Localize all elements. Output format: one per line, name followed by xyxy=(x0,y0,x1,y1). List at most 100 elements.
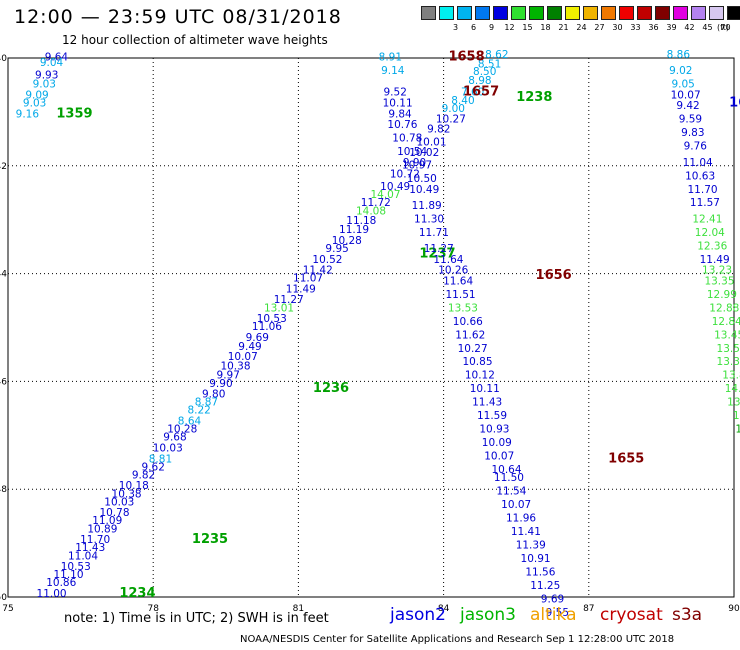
wave-height-label: 11.50 xyxy=(494,472,524,484)
map-title: 12:00 — 23:59 UTC 08/31/2018 xyxy=(14,6,342,28)
wave-height-label: 11.72 xyxy=(361,197,391,209)
legend-label: 70 xyxy=(720,23,731,32)
wave-height-label: 11.56 xyxy=(525,566,555,578)
wave-height-label: 9.83 xyxy=(681,127,704,139)
wave-height-label: 11.00 xyxy=(37,588,67,600)
wave-height-label: 11.51 xyxy=(446,289,476,301)
wave-height-label: 10.86 xyxy=(46,577,76,589)
lon-tick-label: 90 xyxy=(728,604,740,614)
wave-height-label: 9.14 xyxy=(381,65,405,77)
legend-label: 42 xyxy=(684,23,695,32)
legend-label: 9 xyxy=(488,23,495,32)
wave-height-label: 10.28 xyxy=(167,424,197,436)
wave-height-label: 12.36 xyxy=(697,240,727,252)
lon-tick-label: 78 xyxy=(147,604,159,614)
legend-label: 45 xyxy=(702,23,713,32)
lon-tick-label: 87 xyxy=(583,604,594,614)
wave-height-label: 10.64 xyxy=(491,464,521,476)
wave-height-label: 9.00 xyxy=(442,103,465,115)
wave-height-label: 8.64 xyxy=(178,416,202,428)
wave-height-label: 9.93 xyxy=(35,69,58,81)
wave-height-label: 11.04 xyxy=(683,157,713,169)
wave-height-label: 10.27 xyxy=(458,343,488,355)
wave-height-label: 14.5 xyxy=(725,383,740,395)
legend-swatch xyxy=(475,6,490,20)
wave-height-label: 11.43 xyxy=(472,397,502,409)
wave-height-label: 9.03 xyxy=(23,98,46,110)
wave-height-label: 7.60 xyxy=(461,87,484,99)
wave-height-label: 9.62 xyxy=(142,461,165,473)
wave-height-label: 10.38 xyxy=(220,361,250,373)
wave-height-label: 13.8 xyxy=(722,370,740,382)
wave-height-label: 12.88 xyxy=(709,302,739,314)
wave-height-label: 11.09 xyxy=(92,515,122,527)
wave-height-label: 11.64 xyxy=(443,275,473,287)
wave-height-label: 10.11 xyxy=(470,383,500,395)
wave-height-label: 10.97 xyxy=(402,159,432,171)
wave-height-label: 11.27 xyxy=(274,294,304,306)
wave-height-label: 13.45 xyxy=(714,329,740,341)
wave-height-label: 13.23 xyxy=(702,265,732,277)
pass-time-label: 1234 xyxy=(119,586,155,601)
wave-height-label: 11.30 xyxy=(414,213,444,225)
footer-note: note: 1) Time is in UTC; 2) SWH is in fe… xyxy=(64,611,329,626)
wave-height-label: 12.84 xyxy=(712,316,740,328)
legend-swatch xyxy=(709,6,724,20)
wave-height-label: 11.57 xyxy=(690,197,720,209)
wave-height-label: 10.54 xyxy=(397,146,427,158)
lat-tick-label: -42 xyxy=(0,162,7,172)
wave-height-label: 10.38 xyxy=(112,488,142,500)
wave-height-label: 10.49 xyxy=(380,181,410,193)
legend-label: 12 xyxy=(504,23,515,32)
wave-height-label: 11.06 xyxy=(252,321,282,333)
wave-height-label: 10.01 xyxy=(416,136,446,148)
satellite-name-jason2: jason2 xyxy=(390,605,446,625)
wave-height-label: 11.71 xyxy=(419,227,449,239)
wave-height-label: 9.64 xyxy=(45,52,69,64)
legend-label: 36 xyxy=(648,23,659,32)
wave-height-label: 14.08 xyxy=(356,205,386,217)
legend-swatch xyxy=(511,6,526,20)
wave-height-label: 10.07 xyxy=(228,351,258,363)
lon-tick-label: 81 xyxy=(293,604,304,614)
legend-label: 27 xyxy=(594,23,605,32)
pass-time-label: 1657 xyxy=(463,85,499,100)
legend-swatch xyxy=(655,6,670,20)
wave-height-label: 10.02 xyxy=(409,147,439,159)
wave-height-label: 11.43 xyxy=(75,542,105,554)
wave-height-label: 8.51 xyxy=(478,59,501,71)
satellite-name-s3a: s3a xyxy=(672,605,703,625)
wave-height-label: 11.54 xyxy=(496,486,526,498)
pass-time-label: 1655 xyxy=(608,451,644,466)
wave-height-label: 11.70 xyxy=(688,184,718,196)
wave-height-label: 11.25 xyxy=(530,580,560,592)
wave-height-label: 14. xyxy=(733,410,740,422)
wave-height-label: 10.93 xyxy=(479,424,509,436)
legend-swatch xyxy=(601,6,616,20)
wave-height-label: 9.09 xyxy=(25,89,48,101)
legend-label: 21 xyxy=(558,23,569,32)
wave-height-label: 10.85 xyxy=(462,356,492,368)
wave-height-label: 10.11 xyxy=(383,98,413,110)
wave-height-label: 9.42 xyxy=(676,100,699,112)
wave-height-label: 11.04 xyxy=(68,550,98,562)
pass-time-label: 1235 xyxy=(192,532,228,547)
wave-height-label: 15. xyxy=(735,424,740,436)
wave-height-label: 9.05 xyxy=(671,79,694,91)
pass-time-label: 1238 xyxy=(516,90,552,105)
legend-label: 30 xyxy=(612,23,623,32)
pass-time-label: 1359 xyxy=(56,106,92,121)
wave-height-label: 9.02 xyxy=(669,65,692,77)
satellite-name-altika: altika xyxy=(530,605,577,625)
wave-height-label: 10.49 xyxy=(409,184,439,196)
legend-label: 3 xyxy=(452,23,459,32)
pass-time-label: 1656 xyxy=(536,268,572,283)
wave-height-label: 11.19 xyxy=(339,224,369,236)
wave-height-label: 11.18 xyxy=(346,215,376,227)
legend-label: 39 xyxy=(666,23,677,32)
wave-height-label: 10.28 xyxy=(332,235,362,247)
wave-height-label: 11.96 xyxy=(506,513,536,525)
wave-height-label: 11.70 xyxy=(80,534,110,546)
legend-swatch xyxy=(421,6,436,20)
wave-height-label: 10.09 xyxy=(482,437,512,449)
